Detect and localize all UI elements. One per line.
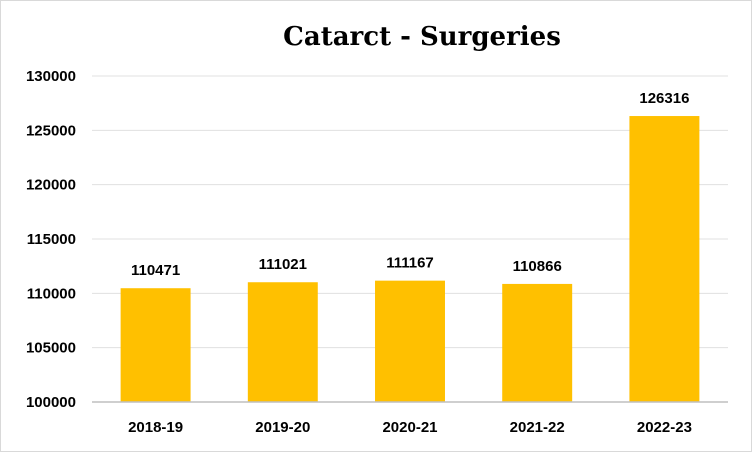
y-tick-label: 120000 bbox=[26, 177, 76, 194]
bar bbox=[375, 280, 445, 402]
y-axis-tick-labels: 100000 105000 110000 115000 120000 125000 1300… bbox=[26, 68, 76, 411]
x-tick-label: 2018-19 bbox=[128, 419, 183, 436]
gridlines bbox=[92, 75, 728, 349]
bar bbox=[629, 116, 700, 402]
data-label: 111021 bbox=[259, 256, 307, 273]
y-tick-label: 125000 bbox=[26, 122, 76, 139]
x-tick-label: 2022-23 bbox=[637, 419, 692, 436]
y-tick-label: 105000 bbox=[26, 340, 76, 357]
data-labels: 110471 111021 111167 110866 126316 bbox=[131, 90, 689, 279]
bar bbox=[502, 283, 573, 402]
data-label: 110866 bbox=[513, 258, 562, 275]
bar bbox=[120, 288, 191, 402]
bar bbox=[247, 282, 318, 402]
x-tick-label: 2019-20 bbox=[255, 419, 310, 436]
x-axis-tick-labels: 2018-19 2019-20 2020-21 2021-22 2022-23 bbox=[128, 419, 692, 436]
x-tick-label: 2020-21 bbox=[382, 419, 437, 436]
data-label: 111167 bbox=[386, 255, 434, 272]
y-tick-label: 130000 bbox=[26, 68, 76, 85]
data-label: 110471 bbox=[131, 262, 180, 279]
y-tick-label: 110000 bbox=[27, 285, 76, 302]
chart-title: Catarct - Surgeries bbox=[283, 22, 561, 52]
y-tick-label: 100000 bbox=[26, 394, 76, 411]
data-label: 126316 bbox=[639, 90, 689, 107]
y-tick-label: 115000 bbox=[27, 231, 76, 248]
bars bbox=[120, 116, 700, 402]
x-tick-label: 2021-22 bbox=[510, 419, 565, 436]
